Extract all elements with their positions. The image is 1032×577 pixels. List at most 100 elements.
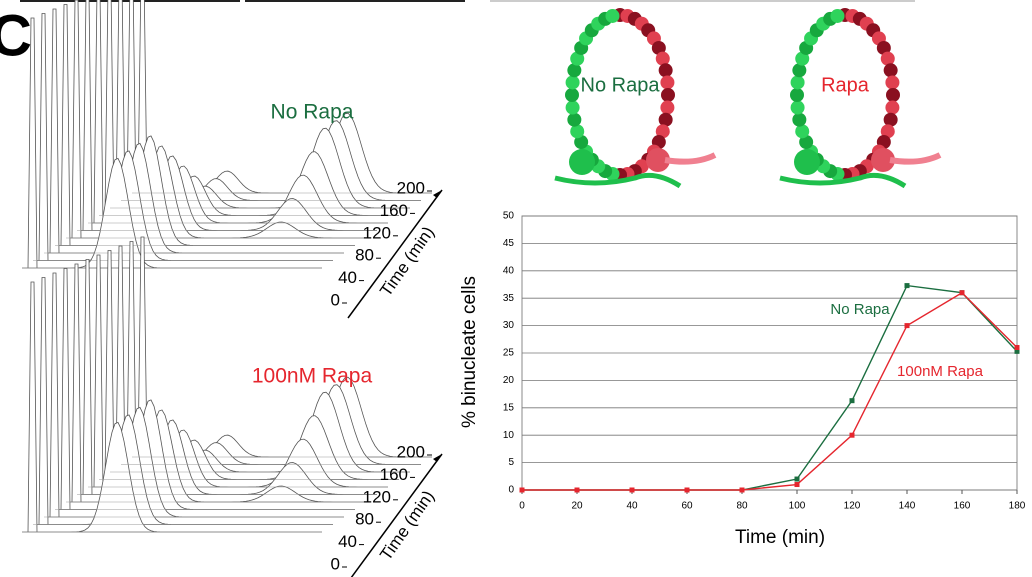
y-tick-label: 25: [503, 348, 515, 359]
coil-bead: [880, 51, 895, 66]
head: [794, 149, 820, 175]
time-arrow: [433, 190, 442, 198]
histogram-label: 100nM Rapa: [252, 365, 373, 388]
histogram-trace: [132, 236, 432, 458]
x-tick-label: 120: [844, 501, 861, 512]
coil-bead: [790, 88, 804, 102]
coil-bead: [795, 51, 810, 66]
time-tick-label: 120: [363, 223, 391, 242]
coil-bead: [661, 88, 675, 102]
coil-bead: [565, 100, 580, 115]
y-tick-label: 5: [508, 457, 514, 468]
coil-bead: [570, 51, 585, 66]
coil-bead: [790, 100, 805, 115]
y-tick-label: 0: [508, 485, 514, 496]
time-tick-label: 40: [338, 532, 357, 551]
coil-bead: [885, 75, 900, 90]
coil-bead: [658, 63, 673, 78]
legend-label: 100nM Rapa: [897, 363, 984, 380]
coil-bead: [605, 8, 620, 23]
diagram-label: Rapa: [821, 74, 870, 96]
point: [904, 283, 910, 289]
head: [569, 149, 595, 175]
coil-bead: [660, 100, 675, 115]
x-tick-label: 20: [571, 501, 583, 512]
x-tick-label: 180: [1009, 501, 1026, 512]
x-axis-title: Time (min): [735, 527, 825, 548]
point: [849, 398, 855, 404]
point: [849, 432, 855, 438]
coil-bead: [885, 100, 900, 115]
x-tick-label: 40: [626, 501, 638, 512]
y-tick-label: 15: [503, 402, 515, 413]
x-tick-label: 60: [681, 501, 693, 512]
time-axis: [347, 189, 443, 319]
point: [904, 323, 910, 329]
coil-bead: [886, 88, 900, 102]
y-axis-title: % binucleate cells: [459, 276, 480, 428]
legend-label: No Rapa: [830, 301, 890, 318]
coil-bead: [799, 135, 814, 150]
series-line: [522, 291, 1018, 491]
x-tick-label: 160: [954, 501, 971, 512]
coil-bead: [651, 40, 666, 55]
time-arrow: [433, 454, 442, 462]
y-tick-label: 10: [503, 430, 515, 441]
time-tick-label: 160: [380, 201, 408, 220]
coil-bead: [574, 135, 589, 150]
point: [739, 487, 745, 493]
diagrams: No Rapa Rapa: [554, 8, 942, 189]
coil-bead: [880, 124, 895, 139]
coil-bead: [792, 112, 807, 127]
point: [574, 487, 580, 493]
coil-bead: [658, 112, 673, 127]
tail: [889, 152, 942, 165]
tail: [779, 172, 907, 189]
panel-label: C: [0, 3, 32, 68]
y-tick-label: 20: [503, 375, 515, 386]
coil-bead: [567, 63, 582, 78]
coil-bead: [655, 51, 670, 66]
coil-bead: [790, 75, 805, 90]
point: [794, 476, 800, 482]
time-tick-label: 0: [331, 554, 340, 573]
coil-bead: [876, 40, 891, 55]
head: [871, 148, 895, 172]
coil-bead: [660, 75, 675, 90]
coil-bead: [883, 112, 898, 127]
time-tick-label: 0: [331, 290, 340, 309]
x-tick-label: 100: [789, 501, 806, 512]
time-tick-label: 80: [355, 246, 374, 265]
coil-bead: [883, 63, 898, 78]
coil-bead: [830, 8, 845, 23]
coil-bead: [792, 63, 807, 78]
time-tick-label: 40: [338, 268, 357, 287]
point: [794, 482, 800, 488]
y-tick-label: 50: [503, 211, 515, 222]
y-tick-label: 40: [503, 265, 515, 276]
point: [684, 487, 690, 493]
diagram-label: No Rapa: [581, 74, 661, 96]
head: [646, 148, 670, 172]
time-tick-label: 200: [397, 178, 425, 197]
x-tick-label: 80: [736, 501, 748, 512]
coil-bead: [795, 124, 810, 139]
histogram-label: No Rapa: [271, 101, 354, 124]
x-tick-label: 140: [899, 501, 916, 512]
y-tick-label: 35: [503, 293, 515, 304]
coil-bead: [570, 124, 585, 139]
point: [959, 290, 965, 296]
point: [629, 487, 635, 493]
tail: [664, 152, 717, 165]
point: [1014, 345, 1020, 351]
tail: [554, 172, 682, 189]
y-tick-label: 45: [503, 238, 515, 249]
coil-bead: [565, 88, 579, 102]
time-tick-label: 160: [380, 465, 408, 484]
point: [1014, 348, 1020, 354]
x-tick-label: 0: [519, 501, 525, 512]
point: [519, 487, 525, 493]
